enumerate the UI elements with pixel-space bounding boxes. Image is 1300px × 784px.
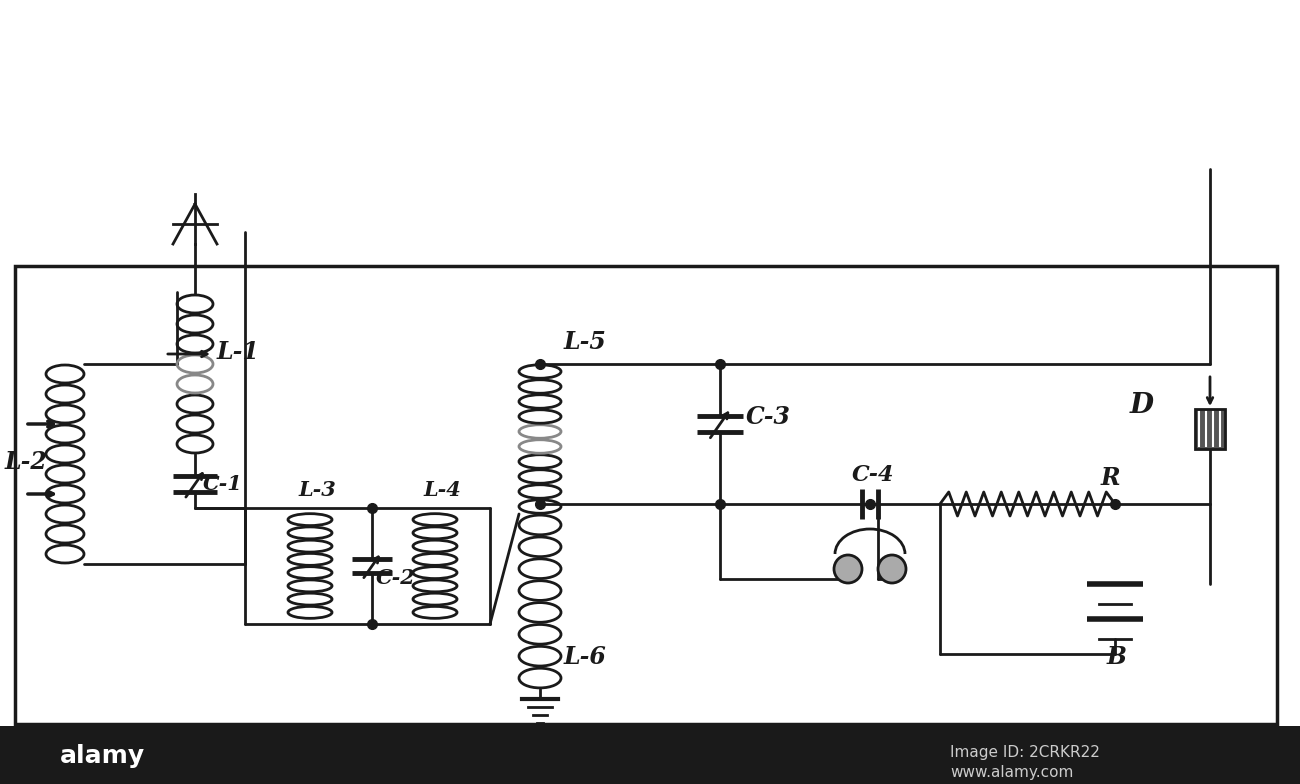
- Text: L-3: L-3: [298, 480, 335, 500]
- Circle shape: [878, 555, 906, 583]
- Text: www.alamy.com: www.alamy.com: [950, 764, 1074, 779]
- Text: Image ID: 2CRKR22: Image ID: 2CRKR22: [950, 745, 1100, 760]
- Text: D: D: [1130, 392, 1154, 419]
- Bar: [0, 726, 1300, 784]
- Circle shape: [835, 555, 862, 583]
- Text: C-1: C-1: [203, 474, 243, 494]
- Bar: [16, 266, 1277, 724]
- Text: B: B: [1108, 645, 1127, 669]
- Text: L-4: L-4: [422, 480, 460, 500]
- Text: C-3: C-3: [746, 405, 790, 429]
- Text: L-1: L-1: [217, 340, 260, 364]
- Text: alamy: alamy: [60, 744, 146, 768]
- Bar: [1195, 409, 1225, 449]
- Text: L-5: L-5: [564, 330, 607, 354]
- Text: R: R: [1101, 466, 1121, 490]
- Text: C-2: C-2: [376, 568, 416, 588]
- Text: C-4: C-4: [852, 464, 894, 486]
- Text: L-2: L-2: [5, 450, 48, 474]
- Text: L-6: L-6: [564, 645, 607, 669]
